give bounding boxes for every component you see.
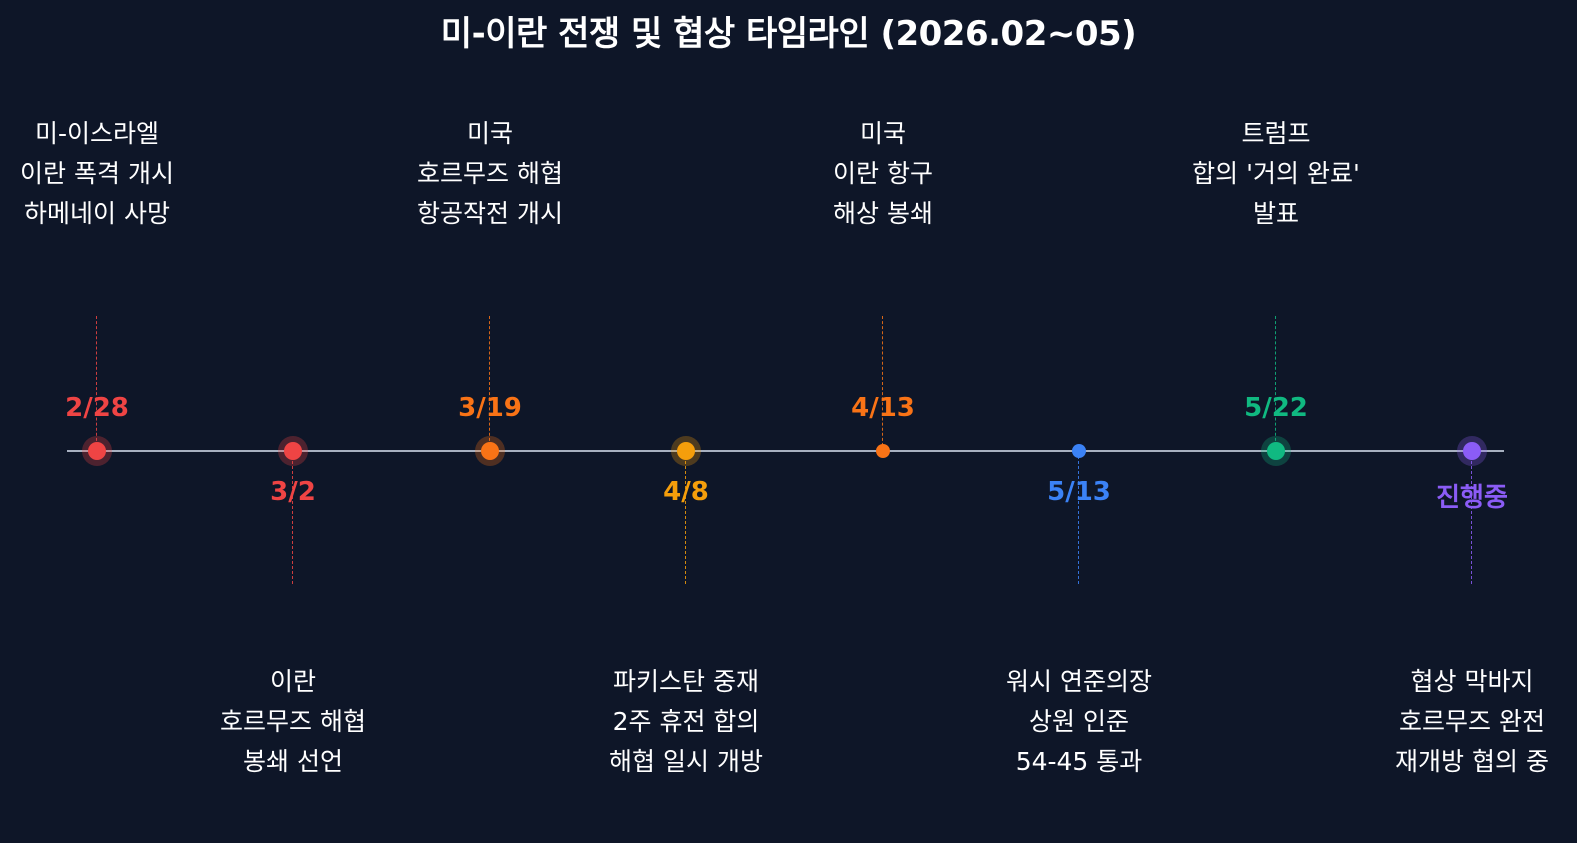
event-stem (292, 451, 294, 584)
event-stem (489, 316, 491, 451)
event-description-line: 항공작전 개시 (417, 199, 563, 228)
event-description-line: 협상 막바지 (1410, 667, 1534, 696)
event-marker (481, 442, 499, 460)
event-date: 진행중 (1436, 483, 1508, 513)
event-description-line: 이란 항구 (833, 159, 933, 188)
event-description-line: 발표 (1252, 199, 1300, 228)
event-marker (876, 444, 890, 458)
event-stem (882, 316, 884, 451)
event-description-line: 이란 폭격 개시 (20, 159, 174, 188)
event-date: 2/28 (65, 393, 129, 423)
event-date: 5/22 (1244, 393, 1308, 423)
event-description-line: 미-이스라엘 (34, 119, 160, 148)
event-description-line: 트럼프 (1241, 119, 1311, 148)
event-description-line: 재개방 협의 중 (1395, 747, 1549, 776)
event-description-line: 이란 (269, 667, 317, 696)
event-marker (1072, 444, 1086, 458)
page-title: 미-이란 전쟁 및 협상 타임라인 (2026.02~05) (440, 14, 1137, 54)
event-description-line: 해상 봉쇄 (833, 199, 933, 228)
event-description-line: 2주 휴전 합의 (612, 707, 760, 736)
event-description-line: 호르무즈 해협 (417, 159, 563, 188)
event-marker (677, 442, 695, 460)
event-description-line: 하메네이 사망 (24, 199, 170, 228)
event-date: 5/13 (1047, 477, 1111, 507)
event-marker (1267, 442, 1285, 460)
timeline-axis (67, 450, 1504, 452)
event-description-line: 봉쇄 선언 (243, 747, 343, 776)
event-marker (88, 442, 106, 460)
event-stem (1078, 451, 1080, 584)
event-description-line: 미국 (466, 119, 514, 148)
event-description-line: 합의 '거의 완료' (1192, 159, 1360, 188)
event-marker (284, 442, 302, 460)
event-marker (1463, 442, 1481, 460)
event-date: 3/19 (458, 393, 522, 423)
event-stem (1275, 316, 1277, 451)
event-description-line: 해협 일시 개방 (609, 747, 763, 776)
event-stem (1471, 451, 1473, 584)
event-date: 3/2 (270, 477, 316, 507)
event-description-line: 상원 인준 (1029, 707, 1129, 736)
event-stem (96, 316, 98, 451)
event-date: 4/13 (851, 393, 915, 423)
event-description-line: 워시 연준의장 (1006, 667, 1152, 696)
event-date: 4/8 (663, 477, 709, 507)
event-description-line: 파키스탄 중재 (613, 667, 759, 696)
event-description-line: 호르무즈 완전 (1399, 707, 1545, 736)
event-description-line: 54-45 통과 (1015, 747, 1143, 776)
event-description-line: 미국 (859, 119, 907, 148)
event-stem (685, 451, 687, 584)
event-description-line: 호르무즈 해협 (220, 707, 366, 736)
